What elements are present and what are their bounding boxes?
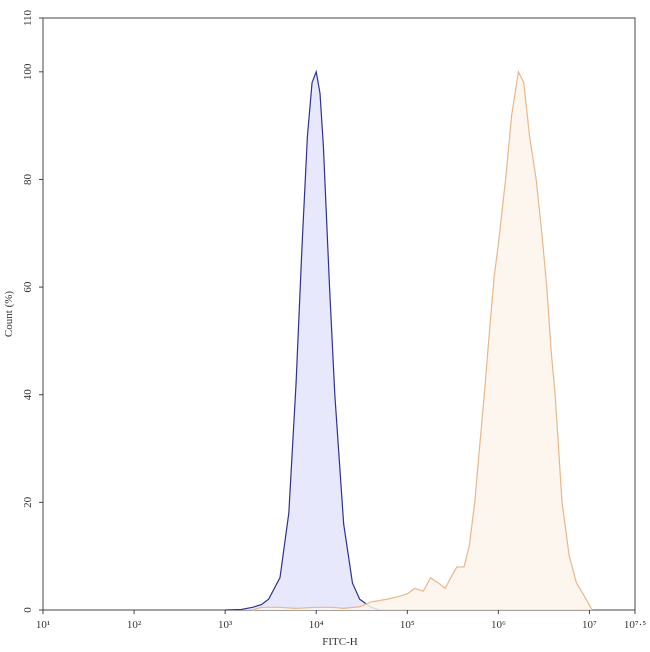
series-line (225, 69, 381, 611)
y-tick-label: 100 (22, 63, 34, 80)
series-area (225, 71, 380, 610)
y-tick-label: 20 (22, 496, 34, 508)
x-tick-label: 10⁷ (582, 619, 597, 631)
x-tick-label: 10³ (218, 619, 233, 631)
y-tick-label: 110 (22, 9, 34, 26)
x-tick-label: 10⁷·⁵ (624, 619, 646, 631)
x-tick-label: 10¹ (36, 619, 50, 631)
y-tick-label: 40 (22, 389, 34, 401)
y-tick-label: 80 (22, 173, 34, 185)
y-tick-label: 0 (22, 607, 34, 613)
x-axis-label: FITC-H (322, 636, 358, 648)
x-tick-label: 10⁴ (309, 619, 324, 631)
y-tick-label: 60 (22, 281, 34, 293)
y-axis-label: Count (%) (3, 291, 15, 337)
x-tick-label: 10² (127, 619, 142, 631)
series-area (252, 71, 593, 610)
x-tick-label: 10⁵ (400, 619, 415, 631)
x-tick-label: 10⁶ (491, 619, 506, 631)
series-line (252, 69, 593, 611)
